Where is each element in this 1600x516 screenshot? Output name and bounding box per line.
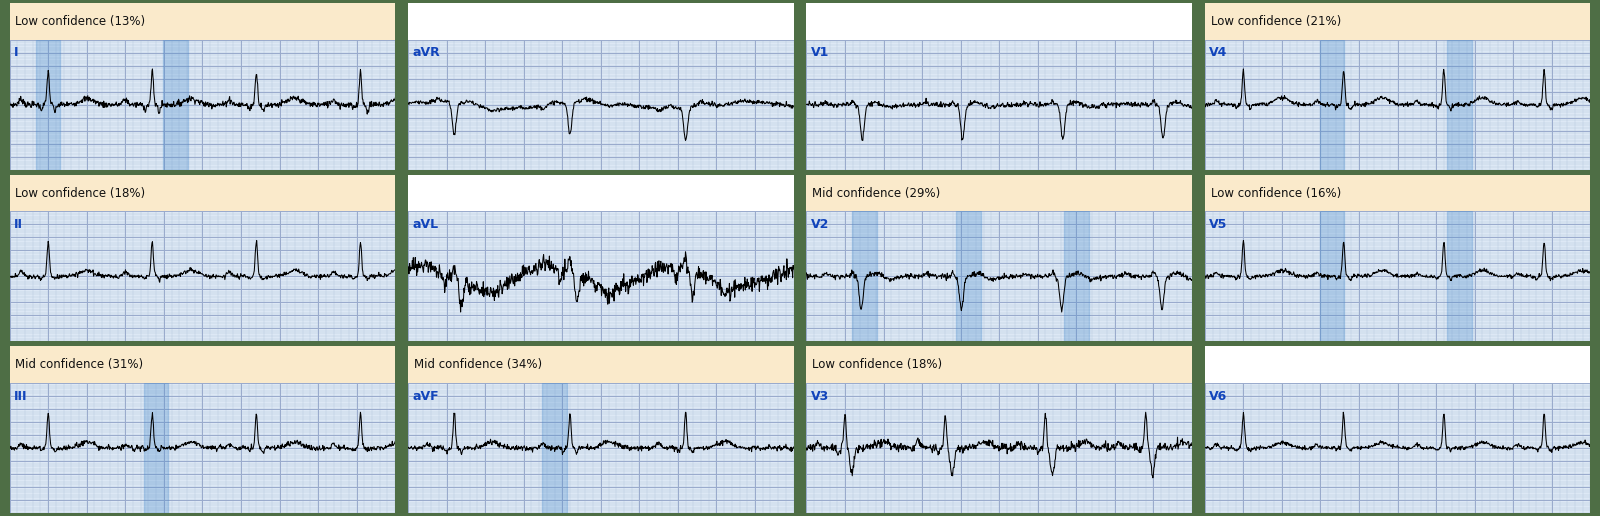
Text: Low confidence (18%): Low confidence (18%) (813, 358, 942, 371)
Bar (1446, 212, 1472, 341)
Text: aVL: aVL (413, 218, 438, 231)
Text: Low confidence (18%): Low confidence (18%) (16, 187, 146, 200)
Text: Mid confidence (31%): Mid confidence (31%) (16, 358, 144, 371)
Bar (957, 212, 981, 341)
Text: V1: V1 (811, 46, 829, 59)
Bar (144, 383, 168, 513)
Bar (1320, 212, 1344, 341)
Bar (1064, 212, 1088, 341)
Text: III: III (14, 390, 27, 402)
Text: Low confidence (21%): Low confidence (21%) (1211, 15, 1341, 28)
Bar (163, 40, 187, 170)
Bar (542, 383, 566, 513)
Bar (1446, 40, 1472, 170)
Text: V2: V2 (811, 218, 829, 231)
Text: V6: V6 (1210, 390, 1227, 402)
Text: Low confidence (13%): Low confidence (13%) (16, 15, 146, 28)
Text: II: II (14, 218, 24, 231)
Text: V4: V4 (1210, 46, 1227, 59)
Text: I: I (14, 46, 19, 59)
Bar (35, 40, 61, 170)
Text: V3: V3 (811, 390, 829, 402)
Text: Mid confidence (34%): Mid confidence (34%) (414, 358, 542, 371)
Text: aVF: aVF (413, 390, 440, 402)
Text: V5: V5 (1210, 218, 1227, 231)
Bar (1320, 40, 1344, 170)
Bar (851, 212, 877, 341)
Text: aVR: aVR (413, 46, 440, 59)
Text: Low confidence (16%): Low confidence (16%) (1211, 187, 1341, 200)
Text: Mid confidence (29%): Mid confidence (29%) (813, 187, 941, 200)
